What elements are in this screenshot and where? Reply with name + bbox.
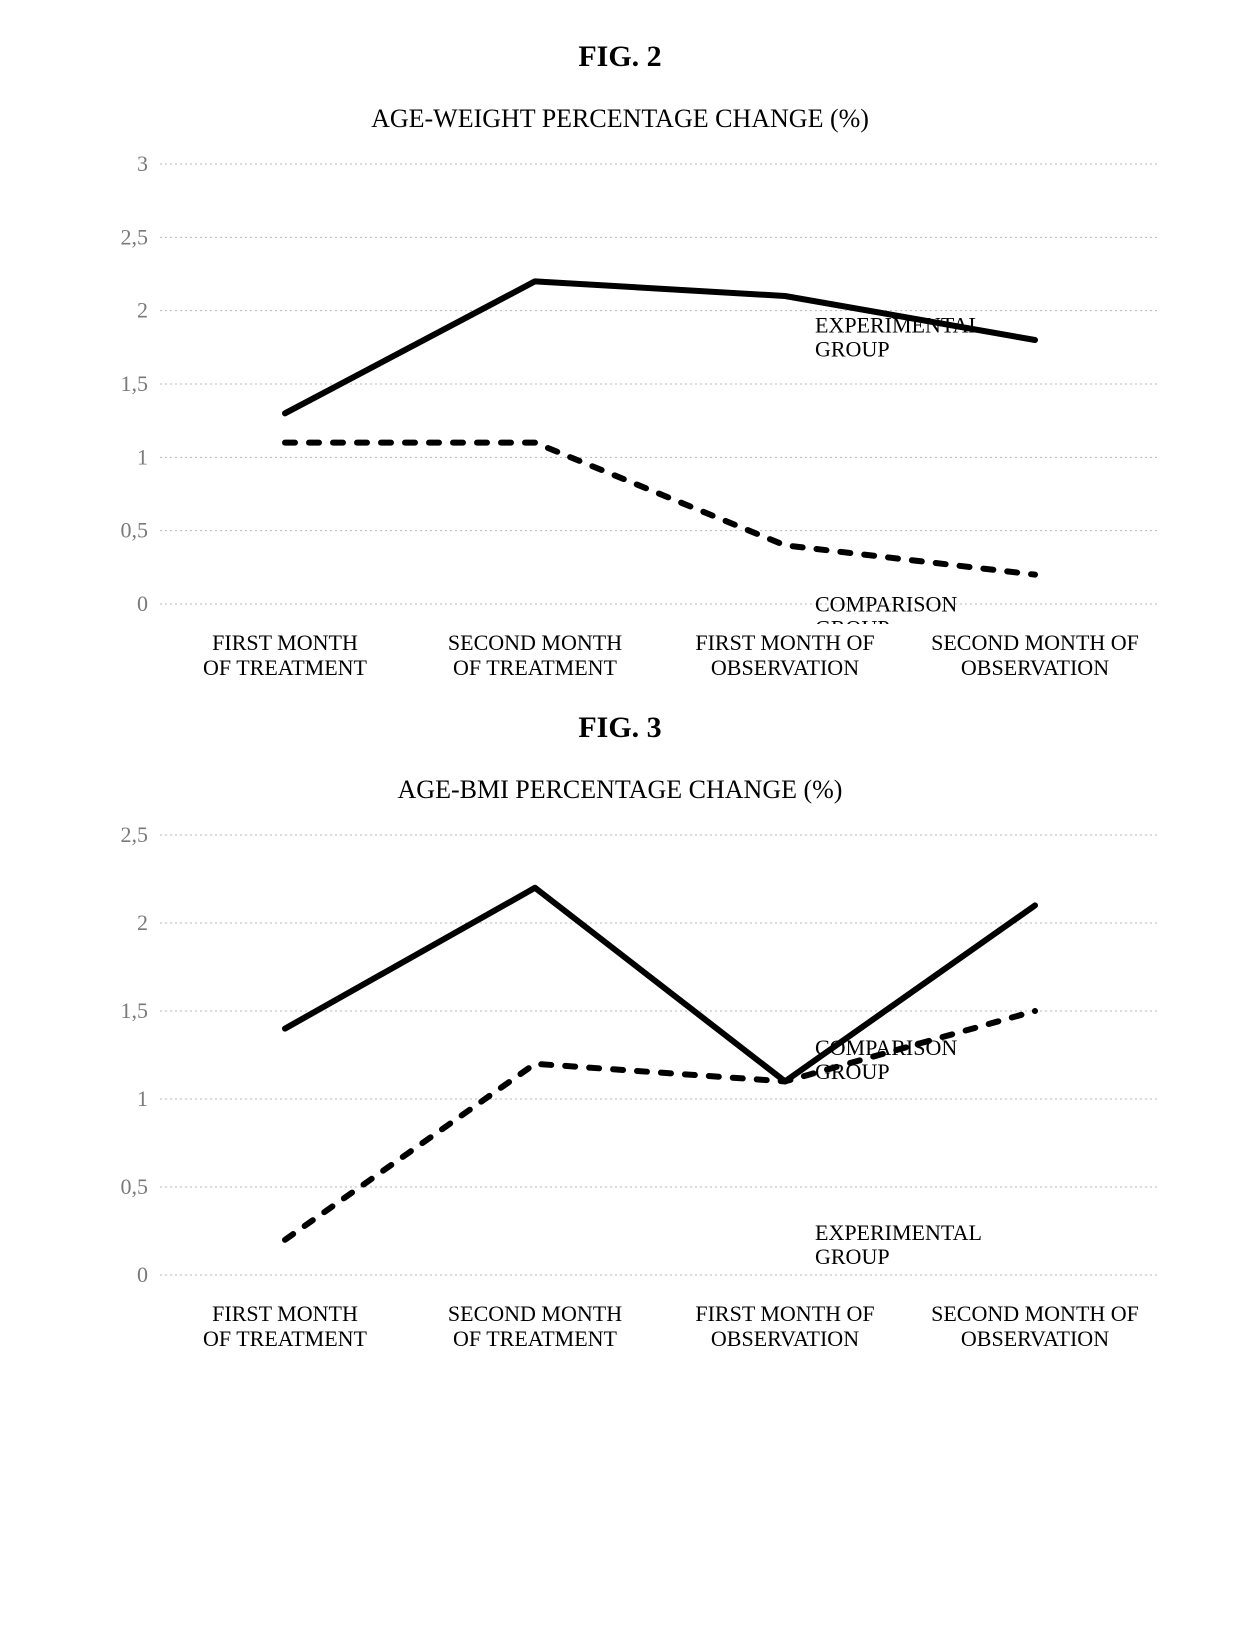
series-annotation-comparison: COMPARISONGROUP <box>815 1035 957 1084</box>
chart-y-tick-label: 1,5 <box>121 998 149 1023</box>
page-root: FIG. 2 AGE-WEIGHT PERCENTAGE CHANGE (%) … <box>0 0 1240 1643</box>
series-line-experimental <box>285 281 1035 413</box>
chart-x-category-label: SECOND MONTHOF TREATMENT <box>410 1295 660 1352</box>
chart-y-tick-label: 2 <box>137 298 148 323</box>
chart-y-tick-label: 3 <box>137 151 148 176</box>
chart-y-tick-label: 1,5 <box>121 371 149 396</box>
figure-label-2: FIG. 2 <box>60 40 1180 74</box>
series-annotation-comparison: COMPARISONGROUP <box>815 591 957 624</box>
series-annotation-experimental: EXPERIMENTALGROUP <box>815 313 982 362</box>
chart-title-3: AGE-BMI PERCENTAGE CHANGE (%) <box>60 775 1180 805</box>
chart-y-tick-label: 0 <box>137 591 148 616</box>
chart-y-tick-label: 1 <box>137 1086 148 1111</box>
chart-y-tick-label: 0,5 <box>121 1174 149 1199</box>
chart-x-category-label: FIRST MONTH OFOBSERVATION <box>660 624 910 681</box>
chart-y-tick-label: 0 <box>137 1262 148 1287</box>
chart-x-category-label: FIRST MONTHOF TREATMENT <box>160 1295 410 1352</box>
chart-x-category-label: SECOND MONTHOF TREATMENT <box>410 624 660 681</box>
series-line-comparison <box>285 443 1035 575</box>
chart-3-svg: 0 0,5 1 1,5 2 2,5 EXPERIMENTALGROUP COMPARISONG… <box>80 815 1160 1295</box>
chart-x-category-label: FIRST MONTH OFOBSERVATION <box>660 1295 910 1352</box>
chart-2-svg: 0 0,5 1 1,5 2 2,5 3 EXPERIMENTALGROUP COMPARISON… <box>80 144 1160 624</box>
chart-x-category-label: SECOND MONTH OFOBSERVATION <box>910 1295 1160 1352</box>
chart-2-x-labels: FIRST MONTHOF TREATMENTSECOND MONTHOF TR… <box>80 624 1160 681</box>
chart-x-category-label: SECOND MONTH OFOBSERVATION <box>910 624 1160 681</box>
chart-y-tick-label: 0,5 <box>121 518 149 543</box>
figure-label-3: FIG. 3 <box>60 711 1180 745</box>
chart-y-tick-label: 2,5 <box>121 224 149 249</box>
chart-y-tick-label: 2,5 <box>121 822 149 847</box>
chart-title-2: AGE-WEIGHT PERCENTAGE CHANGE (%) <box>60 104 1180 134</box>
chart-y-tick-label: 2 <box>137 910 148 935</box>
chart-y-tick-label: 1 <box>137 444 148 469</box>
chart-3: 0 0,5 1 1,5 2 2,5 EXPERIMENTALGROUP COMPARISONG… <box>80 815 1160 1352</box>
chart-x-category-label: FIRST MONTHOF TREATMENT <box>160 624 410 681</box>
chart-2: 0 0,5 1 1,5 2 2,5 3 EXPERIMENTALGROUP COMPARISON… <box>80 144 1160 681</box>
chart-3-x-labels: FIRST MONTHOF TREATMENTSECOND MONTHOF TR… <box>80 1295 1160 1352</box>
series-annotation-experimental: EXPERIMENTALGROUP <box>815 1219 982 1268</box>
